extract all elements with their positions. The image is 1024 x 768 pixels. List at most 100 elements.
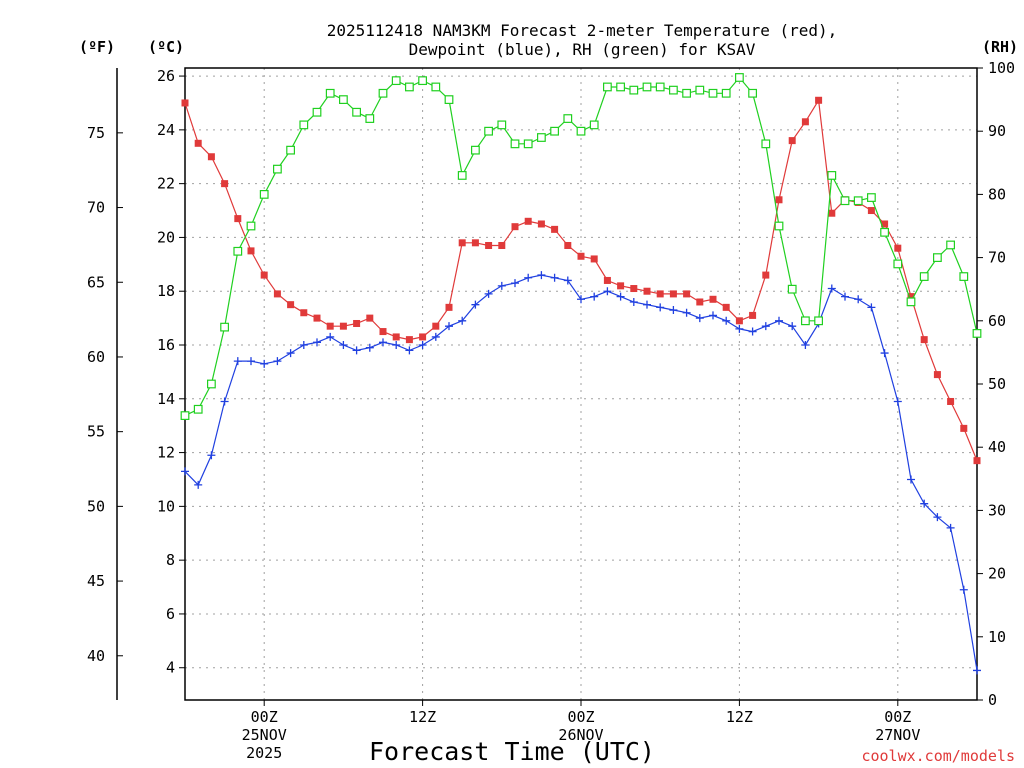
rh-point [391,76,401,86]
dewpoint-point [405,346,414,355]
rh-point [589,120,599,130]
rh-point [800,316,810,326]
fahrenheit-tick-label: 75 [87,124,105,142]
celsius-unit-label: (ºC) [148,38,184,56]
dewpoint-point [352,346,361,355]
rh-point [444,95,454,105]
rh-tick-label: 60 [988,312,1006,330]
rh-tick-label: 40 [988,438,1006,456]
temperature-point [696,298,704,306]
temperature-point [353,319,361,327]
rh-point [471,145,480,155]
temperature-point [524,217,532,225]
dewpoint-point [194,480,203,489]
temperature-point [485,241,493,249]
celsius-tick-label: 8 [166,551,175,569]
rh-point [246,221,256,231]
rh-tick-label: 20 [988,565,1006,583]
dewpoint-point [722,316,731,325]
x-tick-label: 00Z [251,708,278,726]
dewpoint-point [603,287,612,296]
temperature-point [775,196,783,204]
dewpoint-point [233,357,242,366]
temperature-point [735,317,743,325]
temperature-point [643,287,651,295]
fahrenheit-tick-label: 50 [87,497,105,515]
temperature-point [273,290,281,298]
rh-point [946,240,955,250]
fahrenheit-unit-label: (ºF) [79,38,115,56]
temperature-point [722,303,730,311]
rh-point [761,139,771,149]
rh-point [866,193,876,202]
grid-lines [185,68,977,700]
rh-point [497,120,507,130]
temperature-point [960,424,968,432]
rh-point [523,139,533,149]
dewpoint-point [946,523,955,532]
rh-point [642,82,652,92]
rh-tick-label: 90 [988,122,1006,140]
dewpoint-point [286,349,295,358]
dewpoint-point [273,357,282,366]
temperature-point [801,118,809,126]
dewpoint-point [445,322,453,331]
dewpoint-point [748,327,757,336]
dewpoint-point [392,341,401,350]
celsius-tick-label: 18 [157,282,175,300]
rh-point [629,85,639,95]
dewpoint-point [643,300,651,309]
x-tick-label: 12Z [409,708,436,726]
dewpoint-point [550,273,559,282]
rh-point [378,88,388,98]
fahrenheit-tick-label: 40 [87,647,105,665]
rh-point [431,82,441,92]
temperature-point [379,328,387,336]
dewpoint-point [313,338,321,347]
temperature-point [471,239,479,247]
temperature-point [234,215,242,223]
temperature-point [551,225,559,233]
dewpoint-point [761,322,770,331]
temperature-point [326,322,334,330]
dewpoint-point [827,284,836,293]
temperature-point [366,314,374,322]
temperature-point [788,137,796,145]
rh-tick-label: 0 [988,691,997,709]
temperature-point [313,314,321,322]
rh-point [655,82,665,92]
dewpoint-point [656,303,665,312]
temperature-point [709,295,717,303]
temperature-line [184,98,978,461]
dewpoint-point [590,292,599,301]
fahrenheit-tick-label: 60 [87,348,105,366]
rh-point [563,114,573,123]
rh-point [193,404,203,414]
x-tick-date: 27NOV [875,726,920,744]
temperature-point [749,311,757,319]
dewpoint-point [907,475,915,484]
dewpoint-point [220,397,229,406]
credit-text: coolwx.com/models [861,747,1015,765]
rh-tick-label: 10 [988,628,1006,646]
rh-tick-label: 30 [988,501,1006,519]
fahrenheit-tick-label: 65 [87,273,105,291]
x-tick-date: 25NOV [242,726,287,744]
temperature-point [867,207,875,215]
x-axis-label: Forecast Time (UTC) [369,737,655,766]
temperature-point [683,290,691,298]
rh-point [273,164,282,174]
temperature-point [181,99,189,107]
rh-point [233,246,243,256]
temperature-point [405,336,413,344]
dewpoint-point [893,397,902,406]
dewpoint-point [181,467,189,476]
x-tick-label: 00Z [884,708,911,726]
rh-point [972,329,982,338]
rh-point [312,107,322,117]
fahrenheit-tick-label: 70 [87,199,105,217]
rh-point [602,82,612,92]
temperature-point [933,371,941,379]
